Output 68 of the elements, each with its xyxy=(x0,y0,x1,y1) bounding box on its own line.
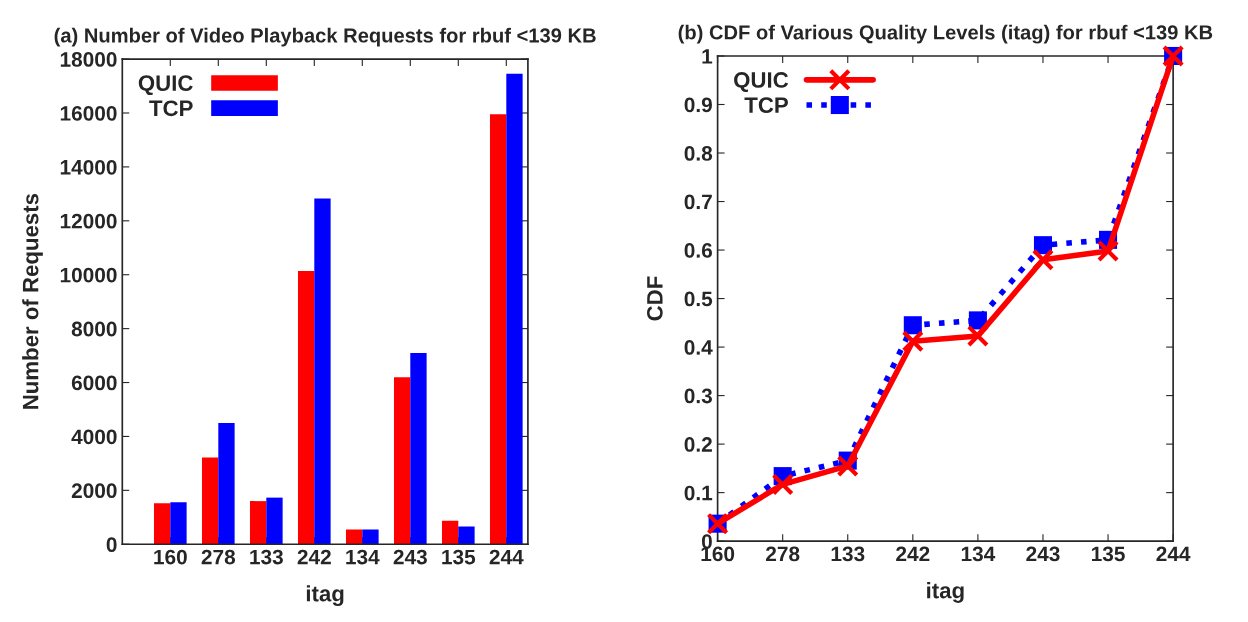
legend-label: TCP xyxy=(744,97,788,114)
y-tick-label: 0.6 xyxy=(684,243,712,258)
point xyxy=(1031,248,1055,271)
bar xyxy=(393,377,411,545)
point xyxy=(903,316,922,335)
legend-label: QUIC xyxy=(734,72,789,93)
bar xyxy=(266,497,283,545)
y-tick-label: 0 xyxy=(106,537,117,552)
bar xyxy=(153,503,171,545)
bar xyxy=(314,198,331,545)
point xyxy=(1096,239,1120,263)
y-tick-label: 0.7 xyxy=(684,194,712,210)
x-tick-label: 135 xyxy=(1091,546,1125,562)
y-tick-label: 6000 xyxy=(71,375,117,391)
point xyxy=(771,473,794,496)
y-tick-label: 16000 xyxy=(60,106,117,121)
point xyxy=(836,454,859,478)
x-tick-label: 134 xyxy=(961,546,996,562)
legend-label: QUIC xyxy=(138,75,193,96)
x-tick-label: 135 xyxy=(442,549,476,565)
y-tick-label: 0.5 xyxy=(684,291,713,307)
bar xyxy=(170,502,187,545)
bar xyxy=(345,529,363,545)
y-tick-label: 14000 xyxy=(60,159,117,175)
bar xyxy=(218,422,235,545)
x-tick-label: 134 xyxy=(346,549,380,565)
x-tick-label: 242 xyxy=(896,546,930,562)
bar xyxy=(362,529,379,545)
x-tick-label: 278 xyxy=(766,546,800,562)
bar xyxy=(489,114,507,545)
y-tick-label: 0.3 xyxy=(684,388,712,404)
x-tick-label: 243 xyxy=(393,549,427,565)
x-tick-label: 278 xyxy=(201,549,236,565)
y-tick-label: 18000 xyxy=(60,52,117,67)
x-tick-label: 244 xyxy=(1156,546,1191,562)
legend-label: TCP xyxy=(149,100,193,117)
y-tick-label: 0.2 xyxy=(684,437,712,452)
y-axis-title: Number of Requests xyxy=(22,193,43,409)
y-tick-label: 12000 xyxy=(60,213,117,229)
x-tick-label: 242 xyxy=(297,549,331,565)
bar xyxy=(410,352,427,545)
x-axis-title: itag xyxy=(306,585,344,607)
bar xyxy=(458,526,475,545)
chart-title: (b) CDF of Various Quality Levels (itag) for rbuf <139 KB xyxy=(678,24,1213,44)
x-tick-label: 244 xyxy=(489,549,524,565)
point xyxy=(966,324,990,348)
x-tick-label: 243 xyxy=(1026,546,1060,562)
y-tick-label: 4000 xyxy=(71,429,117,445)
bar xyxy=(297,270,315,545)
y-tick-label: 10000 xyxy=(60,267,117,283)
y-tick-label: 2000 xyxy=(71,483,117,499)
x-tick-label: 133 xyxy=(250,549,283,565)
x-tick-label: 160 xyxy=(154,549,187,565)
y-tick-label: 8000 xyxy=(71,321,117,337)
x-axis-title: itag xyxy=(927,582,964,603)
bar xyxy=(201,457,219,545)
chart-title: (a) Number of Video Playback Requests for rbuf <139 KB xyxy=(54,27,596,47)
bar xyxy=(249,501,267,545)
y-tick-label: 0.9 xyxy=(684,97,712,113)
y-tick-label: 1 xyxy=(702,49,713,64)
point xyxy=(901,330,924,353)
y-tick-label: 0.4 xyxy=(684,340,713,355)
x-tick-label: 133 xyxy=(831,546,865,562)
bar xyxy=(506,73,523,545)
y-tick-label: 0.1 xyxy=(684,485,713,501)
y-axis-title: CDF xyxy=(646,276,663,321)
bar xyxy=(441,520,459,545)
y-tick-label: 0.8 xyxy=(684,146,713,161)
